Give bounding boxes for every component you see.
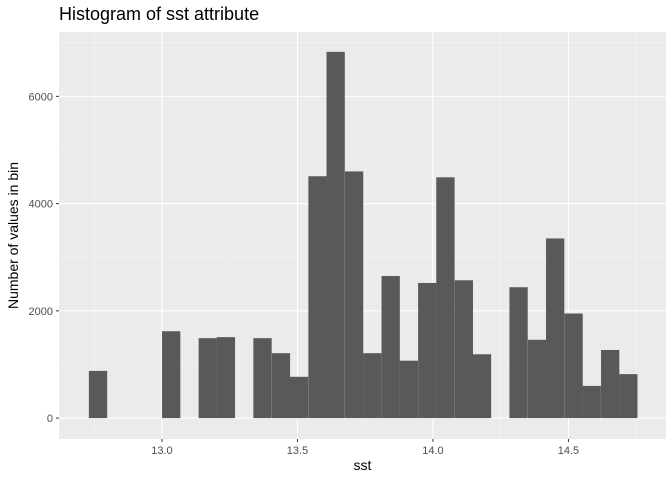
- histogram-bar: [418, 282, 437, 419]
- x-axis: 13.0 13.5 14.0 14.5: [151, 439, 579, 457]
- histogram-bars: [88, 51, 638, 419]
- histogram-bar: [88, 370, 108, 419]
- x-tick-label: 14.0: [422, 445, 443, 457]
- x-tick-label: 13.5: [287, 445, 308, 457]
- x-axis-title: sst: [354, 457, 372, 473]
- histogram-bar: [454, 280, 473, 419]
- histogram-bar: [216, 337, 236, 419]
- histogram-bar: [399, 360, 418, 419]
- y-tick-label: 4000: [29, 199, 53, 211]
- histogram-bar: [527, 339, 547, 419]
- histogram-bar: [472, 354, 492, 419]
- histogram-bar: [308, 176, 327, 419]
- histogram-bar: [271, 353, 291, 419]
- histogram-bar: [601, 349, 620, 419]
- histogram-bar: [546, 238, 565, 419]
- chart-title: Histogram of sst attribute: [59, 4, 259, 24]
- y-tick-label: 6000: [29, 91, 53, 103]
- histogram-bar: [509, 287, 528, 419]
- histogram-bar: [582, 385, 601, 419]
- histogram-bar: [363, 353, 382, 419]
- y-axis: 0 2000 4000 6000: [29, 91, 59, 425]
- x-tick-label: 14.5: [558, 445, 579, 457]
- histogram-bar: [198, 338, 217, 419]
- histogram-bar: [564, 313, 583, 419]
- histogram-bar: [381, 275, 400, 419]
- y-tick-label: 2000: [29, 306, 53, 318]
- histogram-bar: [162, 331, 181, 419]
- histogram-bar: [326, 51, 345, 419]
- histogram-bar: [253, 338, 272, 419]
- y-axis-title: Number of values in bin: [5, 162, 21, 309]
- histogram-bar: [619, 374, 638, 419]
- histogram-bar: [344, 171, 364, 419]
- y-tick-label: 0: [47, 413, 53, 425]
- histogram-bar: [436, 177, 455, 419]
- histogram-bar: [289, 376, 309, 419]
- x-tick-label: 13.0: [151, 445, 172, 457]
